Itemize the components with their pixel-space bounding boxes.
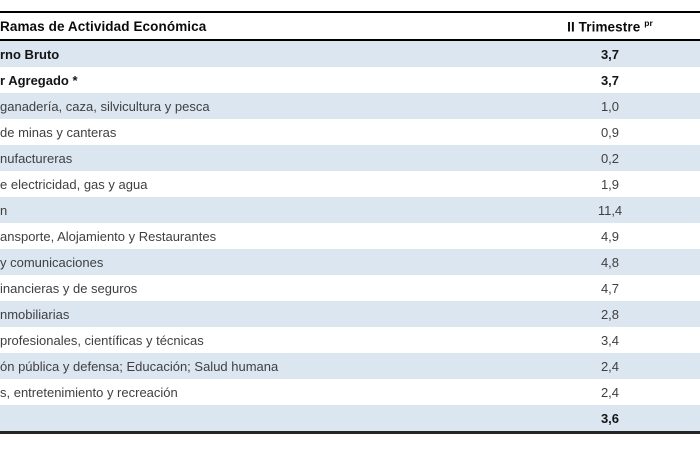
table-row: s, entretenimiento y recreación 2,4 <box>0 379 700 405</box>
preliminary-superscript: pr <box>644 17 653 28</box>
economic-activity-table: Ramas de Actividad Económica II Trimestr… <box>0 11 700 434</box>
row-label: y comunicaciones <box>0 254 104 270</box>
table-row: nufactureras 0,2 <box>0 145 700 171</box>
row-label: nmobiliarias <box>0 306 70 322</box>
row-value: 3,7 <box>600 72 620 88</box>
table-row: y comunicaciones 4,8 <box>0 249 700 275</box>
table-row: de minas y canteras 0,9 <box>0 119 700 145</box>
table-row: profesionales, científicas y técnicas 3,4 <box>0 327 700 353</box>
row-value: 1,9 <box>600 176 620 192</box>
row-value: 2,8 <box>600 306 620 322</box>
table-row: inancieras y de seguros 4,7 <box>0 275 700 301</box>
table-row: nmobiliarias 2,8 <box>0 301 700 327</box>
row-value: 3,6 <box>600 410 620 426</box>
row-value: 3,4 <box>600 332 620 348</box>
column-header-quarter-label: II Trimestre <box>567 19 641 35</box>
table-row: rno Bruto 3,7 <box>0 41 700 67</box>
row-value: 11,4 <box>597 202 623 218</box>
row-value: 1,0 <box>600 98 620 114</box>
table-body: rno Bruto 3,7 r Agregado * 3,7 ganadería, ca… <box>0 41 700 431</box>
row-value: 2,4 <box>600 358 620 374</box>
row-label: de minas y canteras <box>0 124 117 140</box>
row-label: nufactureras <box>0 150 73 166</box>
row-label: ansporte, Alojamiento y Restaurantes <box>0 228 217 244</box>
row-value: 3,7 <box>600 46 620 62</box>
table-row: n 11,4 <box>0 197 700 223</box>
column-header-quarter: II Trimestre pr <box>550 18 670 35</box>
row-value: 4,9 <box>600 228 620 244</box>
table-row: e electricidad, gas y agua 1,9 <box>0 171 700 197</box>
table-bottom-border <box>0 431 700 434</box>
row-label: rno Bruto <box>0 46 60 62</box>
row-label: inancieras y de seguros <box>0 280 138 296</box>
row-label: ganadería, caza, silvicultura y pesca <box>0 98 210 114</box>
row-value: 0,9 <box>600 124 620 140</box>
row-label: profesionales, científicas y técnicas <box>0 332 204 348</box>
row-value: 0,2 <box>600 150 620 166</box>
table-row: 3,6 <box>0 405 700 431</box>
row-value: 2,4 <box>600 384 620 400</box>
column-header-activity: Ramas de Actividad Económica <box>0 18 207 34</box>
row-label: e electricidad, gas y agua <box>0 176 148 192</box>
table-header-row: Ramas de Actividad Económica II Trimestr… <box>0 13 700 41</box>
table-row: ganadería, caza, silvicultura y pesca 1,0 <box>0 93 700 119</box>
table-row: r Agregado * 3,7 <box>0 67 700 93</box>
row-label: s, entretenimiento y recreación <box>0 384 178 400</box>
table-row: ansporte, Alojamiento y Restaurantes 4,9 <box>0 223 700 249</box>
table-top-border <box>0 11 700 13</box>
row-label: r Agregado * <box>0 72 78 88</box>
row-label: n <box>0 202 8 218</box>
row-value: 4,8 <box>600 254 620 270</box>
row-label: ón pública y defensa; Educación; Salud h… <box>0 358 279 374</box>
row-value: 4,7 <box>600 280 620 296</box>
table-row: ón pública y defensa; Educación; Salud h… <box>0 353 700 379</box>
